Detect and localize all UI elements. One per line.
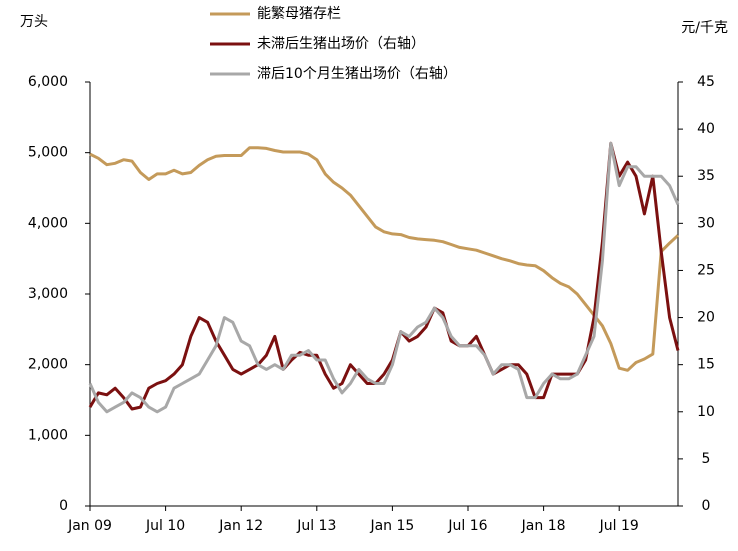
y-tick-label: 6,000 [28,74,68,90]
x-tick-label: Jan 09 [67,518,112,534]
series-line [88,141,680,411]
y-tick-label: 1,000 [28,427,68,443]
legend-label: 未滞后生猪出场价（右轴） [257,36,425,52]
y2-tick-label: 40 [697,121,715,137]
y2-tick-label: 45 [697,74,715,90]
y2-tick-label: 10 [697,404,715,420]
y-tick-label: 3,000 [28,286,68,302]
x-tick-label: Jul 16 [447,518,487,534]
y2-tick-label: 0 [702,498,711,514]
y2-tick-label: 15 [697,357,715,373]
x-tick-label: Jul 10 [145,518,185,534]
legend-label: 能繁母猪存栏 [257,6,341,22]
y-tick-label: 5,000 [28,145,68,161]
y-tick-label: 0 [59,498,68,514]
y-tick-label: 4,000 [28,215,68,231]
y-tick-label: 2,000 [28,357,68,373]
x-tick-label: Jan 15 [369,518,414,534]
series-line [89,146,680,372]
series-line [88,141,680,414]
y2-tick-label: 30 [697,215,715,231]
y2-tick-label: 5 [702,451,711,467]
y2-tick-label: 25 [697,262,715,278]
y2-axis-label: 元/千克 [681,20,728,36]
x-tick-label: Jul 19 [599,518,639,534]
x-tick-label: Jan 12 [218,518,263,534]
legend-label: 滞后10个月生猪出场价（右轴） [257,66,457,82]
x-tick-label: Jul 13 [296,518,336,534]
y2-tick-label: 35 [697,168,715,184]
y-axis-label: 万头 [20,14,48,30]
y2-tick-label: 20 [697,310,715,326]
x-tick-label: Jan 18 [521,518,566,534]
